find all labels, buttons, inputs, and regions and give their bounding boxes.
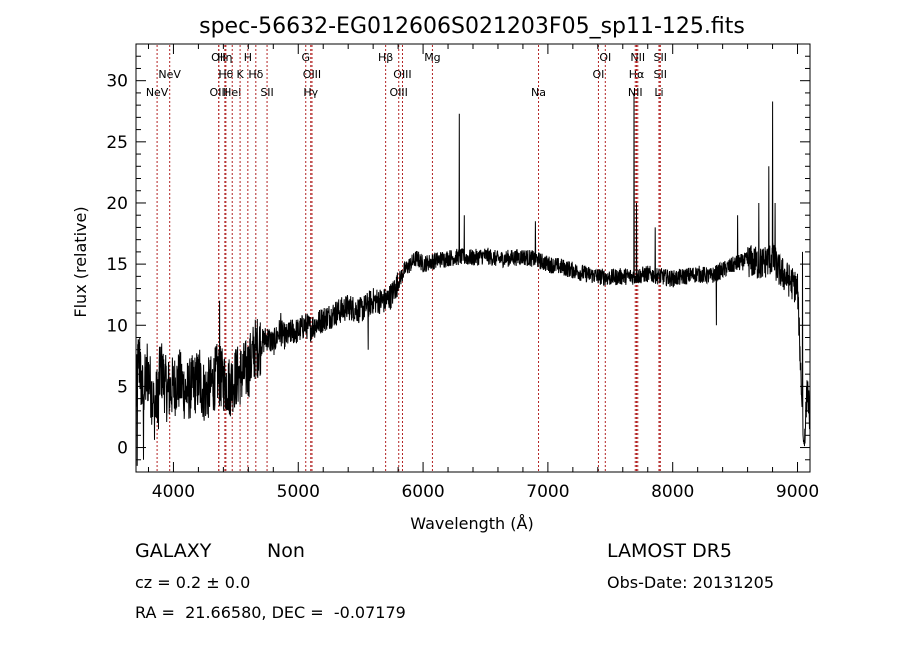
line-marker-label: Hδ — [248, 68, 263, 81]
x-tick-label: 9000 — [776, 482, 819, 502]
line-marker-label: H — [244, 51, 252, 64]
x-tick-label: 5000 — [277, 482, 320, 502]
x-tick-label: 7000 — [526, 482, 569, 502]
line-marker-label: Hθ — [218, 68, 233, 81]
line-marker-label: OIII — [303, 68, 321, 81]
y-tick-label: 30 — [106, 72, 128, 92]
line-marker-group: NeVNeVOIIOIIIHηHθHeIKHHδSIIGOIIIHγHβOIII… — [146, 45, 667, 471]
y-axis-label: Flux (relative) — [71, 206, 90, 317]
x-axis: 4000 5000 6000 7000 8000 9000 — [147, 44, 819, 502]
object-subclass: Non — [267, 540, 305, 562]
object-class: GALAXY — [135, 540, 212, 562]
line-marker-label: OI — [592, 68, 604, 81]
line-marker-label: Hγ — [303, 86, 318, 99]
line-marker-label: K — [236, 68, 244, 81]
chart-title: spec-56632-EG012606S021203F05_sp11-125.f… — [199, 14, 745, 39]
y-axis: 0 5 10 15 20 25 30 — [106, 55, 810, 461]
spectrum-line — [135, 92, 811, 466]
line-marker-label: NII — [630, 51, 645, 64]
line-marker-label: G — [301, 51, 310, 64]
coordinates-text: RA = 21.66580, DEC = -0.07179 — [135, 603, 406, 622]
y-tick-label: 15 — [106, 255, 128, 275]
x-tick-label: 6000 — [401, 482, 444, 502]
y-tick-label: 10 — [106, 316, 128, 336]
line-marker-label: NeV — [146, 86, 169, 99]
survey-name: LAMOST DR5 — [607, 540, 732, 562]
line-marker-label: Hη — [217, 51, 232, 64]
y-tick-label: 0 — [117, 439, 128, 459]
obs-date-text: Obs-Date: 20131205 — [607, 573, 775, 592]
line-marker-label: Hβ — [378, 51, 393, 64]
y-tick-label: 25 — [106, 133, 128, 153]
redshift-text: cz = 0.2 ± 0.0 — [135, 573, 251, 592]
y-tick-label: 5 — [117, 377, 128, 397]
line-marker-label: NII — [628, 86, 643, 99]
line-marker-label: OI — [599, 51, 611, 64]
x-tick-label: 4000 — [152, 482, 195, 502]
line-marker-label: Li — [654, 86, 663, 99]
line-marker-label: Hα — [629, 68, 645, 81]
line-marker-label: Mg — [424, 51, 440, 64]
line-marker-label: OIII — [393, 68, 411, 81]
line-marker-label: SII — [653, 68, 666, 81]
line-marker-label: NeV — [158, 68, 181, 81]
x-axis-label: Wavelength (Å) — [410, 514, 533, 533]
line-marker-label: OIII — [390, 86, 408, 99]
line-marker-label: HeI — [223, 86, 241, 99]
y-tick-label: 20 — [106, 194, 128, 214]
x-tick-label: 8000 — [651, 482, 694, 502]
line-marker-label: Na — [531, 86, 546, 99]
line-marker-label: SII — [260, 86, 273, 99]
line-marker-label: OIII — [210, 86, 228, 99]
